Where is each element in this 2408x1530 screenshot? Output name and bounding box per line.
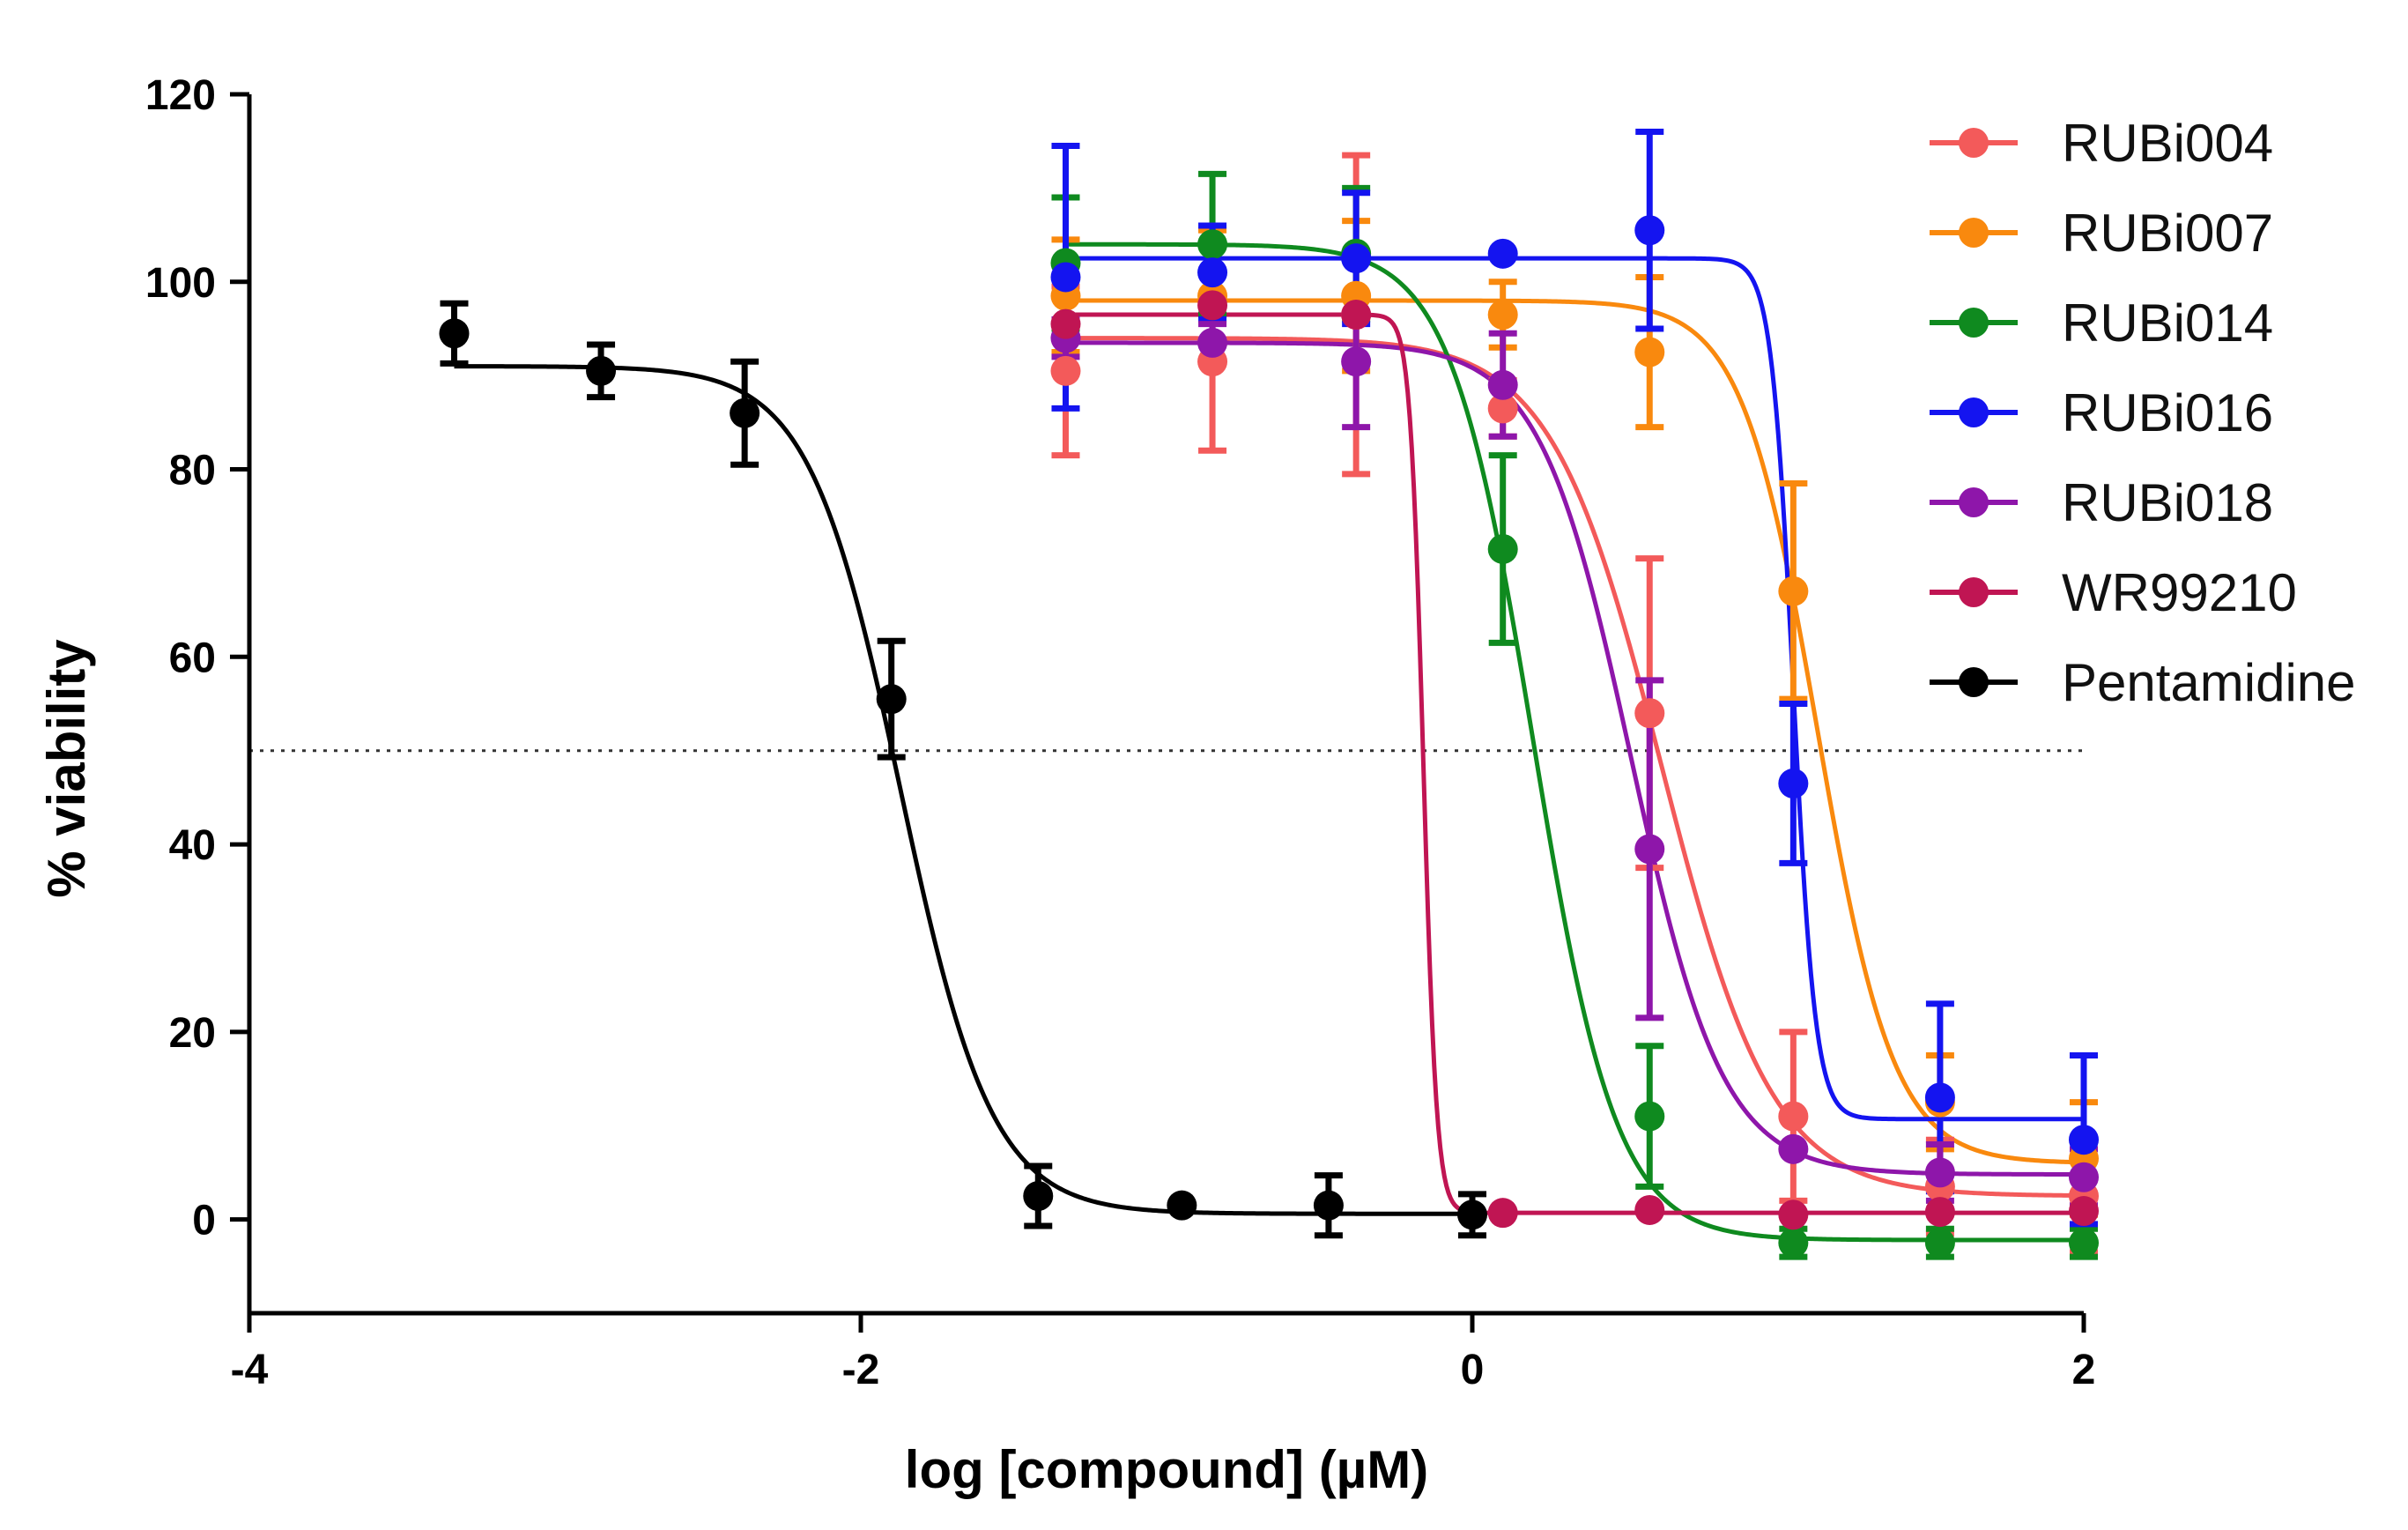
y-axis-title: % viability: [37, 639, 96, 898]
fit-curve-rubi004: [1065, 336, 2085, 1199]
y-tick-label: 120: [145, 72, 216, 119]
x-tick-label: -2: [842, 1347, 880, 1393]
fit-curve-wr99210: [1065, 312, 2084, 1215]
legend-label-rubi014: RUBi014: [2062, 293, 2273, 353]
data-point-wr99210: [1924, 1197, 1955, 1228]
fit-curve-rubi016: [1065, 256, 2084, 1122]
data-point-rubi004: [1050, 355, 1081, 386]
legend-label-rubi007: RUBi007: [2062, 204, 2273, 263]
fit-curve-rubi014: [1065, 241, 2084, 1243]
legend-label-rubi004: RUBi004: [2062, 114, 2273, 173]
legend-marker-rubi014: [1959, 308, 1989, 338]
data-point-rubi004: [1634, 698, 1665, 729]
data-point-rubi014: [2069, 1228, 2099, 1259]
data-point-pentamidine: [1313, 1190, 1344, 1221]
legend: RUBi004 RUBi007 RUBi014 RUBi016 RUBi018 WR992…: [1930, 114, 2356, 712]
data-point-rubi004: [1778, 1101, 1809, 1132]
data-point-rubi018: [2069, 1162, 2099, 1192]
y-tick-label: 60: [169, 635, 216, 681]
data-point-wr99210: [2069, 1196, 2099, 1227]
data-point-rubi018: [1487, 369, 1518, 400]
legend-label-rubi018: RUBi018: [2062, 473, 2273, 532]
data-point-pentamidine: [1457, 1199, 1487, 1230]
data-point-rubi014: [1487, 533, 1518, 564]
y-tick-label: 0: [192, 1198, 216, 1244]
data-point-pentamidine: [730, 397, 760, 428]
data-point-rubi016: [1924, 1082, 1955, 1113]
y-tick-label: 40: [169, 822, 216, 869]
data-point-wr99210: [1050, 308, 1081, 339]
legend-label-rubi016: RUBi016: [2062, 383, 2273, 442]
data-point-wr99210: [1634, 1194, 1665, 1225]
x-axis-title: log [compound] (µM): [905, 1440, 1428, 1499]
data-point-pentamidine: [1023, 1181, 1054, 1212]
data-point-rubi014: [1197, 229, 1228, 260]
legend-marker-rubi004: [1959, 128, 1989, 158]
data-point-rubi016: [1778, 768, 1809, 798]
data-point-pentamidine: [586, 355, 617, 386]
data-point-rubi016: [1341, 243, 1372, 274]
data-point-rubi018: [1197, 327, 1228, 358]
data-point-rubi016: [1197, 257, 1228, 288]
data-point-wr99210: [1341, 300, 1372, 331]
x-tick-label: -4: [231, 1347, 269, 1393]
y-tick-label: 20: [169, 1010, 216, 1057]
fit-curves: [454, 241, 2085, 1243]
data-point-rubi014: [1634, 1101, 1665, 1132]
data-point-pentamidine: [1167, 1190, 1197, 1221]
data-point-rubi014: [1778, 1228, 1809, 1259]
legend-label-wr99210: WR99210: [2062, 563, 2297, 622]
legend-marker-wr99210: [1959, 577, 1989, 607]
data-point-pentamidine: [439, 318, 470, 349]
data-point-rubi007: [1778, 576, 1809, 606]
data-point-rubi016: [1487, 238, 1518, 269]
legend-marker-pentamidine: [1959, 667, 1989, 697]
data-point-rubi016: [1050, 262, 1081, 293]
fit-curve-rubi007: [1065, 298, 2085, 1165]
fit-curve-rubi018: [1065, 340, 2084, 1177]
data-point-rubi018: [1924, 1157, 1955, 1188]
data-point-rubi016: [1634, 215, 1665, 246]
data-point-pentamidine: [876, 684, 907, 715]
data-point-rubi018: [1778, 1133, 1809, 1164]
data-point-rubi018: [1341, 346, 1372, 377]
data-point-rubi016: [2069, 1125, 2099, 1155]
data-point-wr99210: [1197, 290, 1228, 321]
y-tick-label: 80: [169, 448, 216, 494]
x-tick-label: 2: [2072, 1347, 2096, 1393]
data-point-rubi014: [1924, 1228, 1955, 1259]
data-points: [439, 215, 2099, 1259]
data-point-wr99210: [1487, 1198, 1518, 1229]
data-point-wr99210: [1778, 1199, 1809, 1230]
y-tick-label: 100: [145, 260, 216, 307]
data-point-rubi018: [1634, 834, 1665, 865]
data-point-rubi007: [1634, 337, 1665, 368]
fit-curve-pentamidine: [454, 364, 1472, 1216]
x-tick-label: 0: [1461, 1347, 1485, 1393]
legend-marker-rubi018: [1959, 487, 1989, 517]
axes: 0 20 40 60 80 100 120 -4 -2 0 2: [145, 72, 2095, 1393]
legend-marker-rubi016: [1959, 397, 1989, 427]
legend-label-pentamidine: Pentamidine: [2062, 653, 2356, 712]
data-point-rubi004: [1487, 393, 1518, 424]
data-point-rubi007: [1487, 300, 1518, 331]
legend-marker-rubi007: [1959, 218, 1989, 248]
